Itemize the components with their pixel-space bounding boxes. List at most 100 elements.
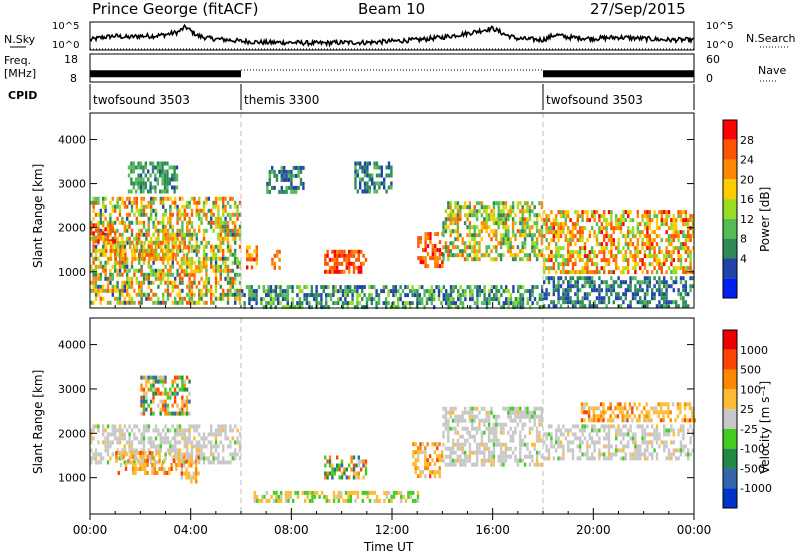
cell-r12 bbox=[444, 225, 448, 230]
cell-r0 bbox=[142, 292, 146, 297]
cell-r2 bbox=[188, 399, 191, 404]
nave-label: Nave bbox=[758, 64, 786, 77]
cell-r2 bbox=[131, 248, 134, 253]
cell-r0 bbox=[171, 436, 174, 441]
cell-r5 bbox=[505, 297, 508, 302]
cell-r12 bbox=[456, 221, 460, 226]
cell-r0 bbox=[186, 256, 189, 261]
cell-r14 bbox=[691, 276, 695, 281]
cell-r14 bbox=[579, 276, 582, 281]
cell-r5 bbox=[447, 297, 450, 302]
cell-r0 bbox=[164, 228, 167, 233]
cell-r0 bbox=[162, 428, 165, 433]
cell-r8 bbox=[679, 444, 683, 449]
cell-r14 bbox=[543, 280, 546, 285]
cell-r13 bbox=[569, 238, 572, 243]
cell-r13 bbox=[691, 218, 695, 223]
cell-r7 bbox=[468, 434, 472, 439]
cell-r8 bbox=[622, 436, 625, 441]
cell-r2 bbox=[181, 407, 184, 412]
cell-r3 bbox=[151, 185, 155, 190]
cell-r7 bbox=[492, 438, 496, 443]
cell-r13 bbox=[588, 218, 591, 223]
cell-r1 bbox=[102, 231, 105, 236]
cell-r8 bbox=[655, 440, 659, 445]
cell-r7 bbox=[297, 169, 300, 174]
cell-r5 bbox=[541, 285, 544, 290]
cell-r13 bbox=[557, 226, 560, 231]
cell-r2 bbox=[173, 395, 177, 400]
cell-r7 bbox=[499, 446, 503, 451]
cell-r5 bbox=[346, 293, 349, 298]
cell-r13 bbox=[627, 266, 630, 271]
cell-r2 bbox=[185, 387, 189, 392]
cell-r9 bbox=[650, 406, 653, 411]
cell-r4 bbox=[301, 490, 304, 495]
cell-r3 bbox=[142, 169, 145, 174]
cell-r1 bbox=[144, 471, 147, 475]
cell-r0 bbox=[106, 440, 110, 445]
cell-r0 bbox=[174, 276, 177, 281]
cell-r9 bbox=[336, 257, 339, 262]
cell-r12 bbox=[516, 201, 520, 206]
cell-r2 bbox=[143, 248, 146, 253]
cell-r7 bbox=[480, 438, 484, 443]
cell-r3 bbox=[192, 475, 195, 480]
cell-r0 bbox=[166, 260, 170, 265]
cell-r5 bbox=[361, 289, 364, 294]
cell-r0 bbox=[94, 448, 98, 453]
cell-r12 bbox=[459, 209, 462, 214]
cell-r4 bbox=[183, 245, 186, 250]
cell-r14 bbox=[679, 276, 683, 281]
cell-r7 bbox=[468, 414, 472, 419]
nsky-ytick-right-bottom: 10^0 bbox=[706, 40, 733, 51]
cell-r3 bbox=[173, 169, 176, 174]
cell-r7 bbox=[442, 430, 445, 435]
cell-r12 bbox=[535, 257, 539, 262]
cell-r7 bbox=[492, 454, 496, 459]
cell-r13 bbox=[655, 222, 659, 227]
cell-r7 bbox=[459, 462, 462, 467]
cell-r7 bbox=[466, 454, 469, 459]
cell-r14 bbox=[612, 288, 615, 293]
cell-r13 bbox=[547, 214, 551, 219]
cell-r7 bbox=[492, 442, 496, 447]
cell-r5 bbox=[284, 289, 287, 294]
cell-r1 bbox=[92, 239, 95, 244]
cell-r14 bbox=[643, 304, 647, 309]
cell-r7 bbox=[509, 418, 512, 423]
cell-r12 bbox=[471, 237, 474, 242]
cell-r0 bbox=[183, 440, 186, 445]
cell-r0 bbox=[126, 288, 129, 293]
cell-r6 bbox=[426, 462, 429, 467]
cell-r8 bbox=[567, 444, 570, 449]
freq-trace bbox=[90, 69, 694, 78]
cell-r13 bbox=[579, 226, 582, 231]
cell-r8 bbox=[574, 436, 577, 441]
cell-r12 bbox=[454, 205, 457, 210]
cell-r1 bbox=[104, 235, 107, 240]
cell-r5 bbox=[262, 289, 265, 294]
cell-r0 bbox=[140, 208, 143, 213]
cell-r7 bbox=[502, 422, 505, 427]
cell-r13 bbox=[607, 262, 611, 267]
cell-r0 bbox=[159, 280, 162, 285]
cell-r14 bbox=[564, 300, 567, 305]
cell-r13 bbox=[631, 218, 635, 223]
cell-r7 bbox=[468, 446, 472, 451]
cell-r10 bbox=[387, 161, 391, 166]
cell-r0 bbox=[181, 288, 184, 293]
cell-r14 bbox=[643, 296, 647, 301]
cell-r7 bbox=[271, 165, 274, 170]
cell-r14 bbox=[569, 288, 572, 293]
cell-r13 bbox=[624, 210, 627, 215]
cell-r0 bbox=[152, 208, 155, 213]
cell-r2 bbox=[121, 248, 125, 253]
cell-r4 bbox=[308, 490, 312, 495]
cell-r0 bbox=[138, 284, 141, 289]
cell-r14 bbox=[552, 280, 555, 285]
cell-r0 bbox=[123, 228, 126, 233]
cell-r7 bbox=[535, 406, 539, 411]
velocity-ylabel: Slant Range [km] bbox=[31, 370, 45, 474]
cell-r7 bbox=[521, 438, 524, 443]
